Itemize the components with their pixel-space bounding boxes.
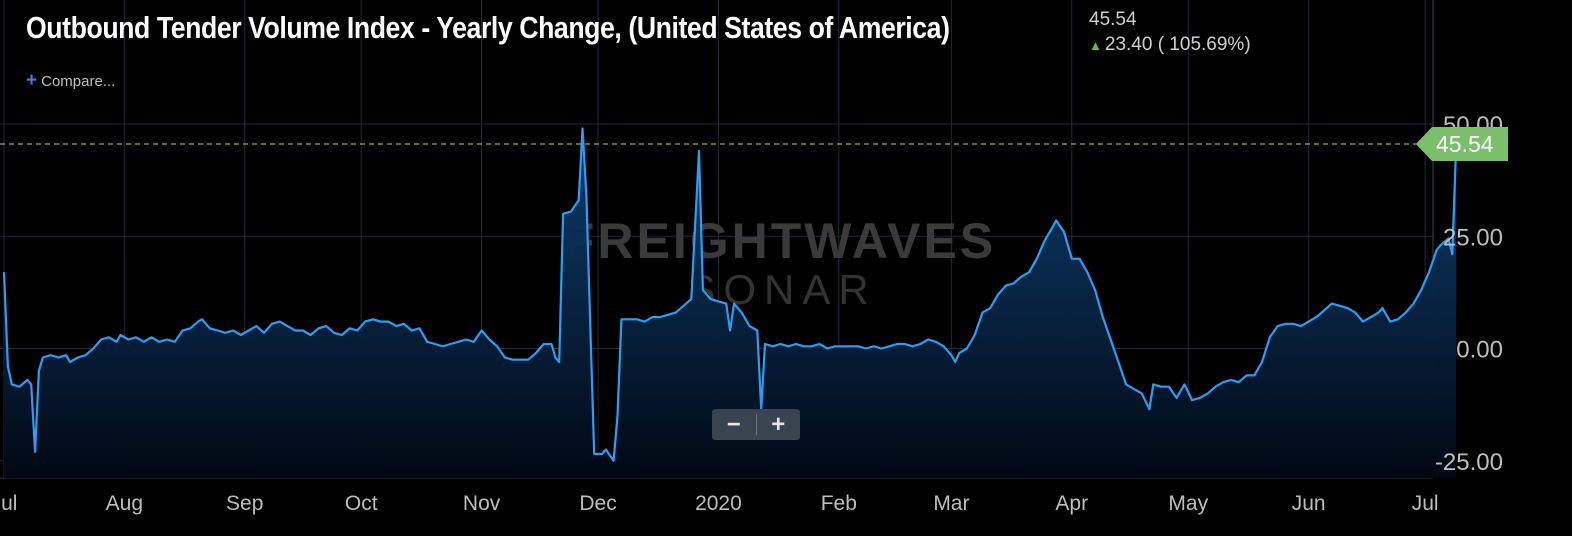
x-tick-label: Mar xyxy=(933,492,969,515)
x-tick-label: Aug xyxy=(106,492,143,515)
x-tick-label: Jun xyxy=(1292,492,1326,515)
x-tick-label: Dec xyxy=(579,492,616,515)
last-value-marker: 45.54 xyxy=(1416,127,1508,162)
compare-label: Compare... xyxy=(41,73,116,90)
y-tick-label: 25.00 xyxy=(1443,224,1503,251)
zoom-in-button[interactable]: + xyxy=(771,411,786,438)
zoom-controls: − + xyxy=(712,409,800,440)
x-tick-label: Apr xyxy=(1055,492,1088,515)
zoom-out-button[interactable]: − xyxy=(726,411,741,438)
change-indicator: ▲ 23.40 ( 105.69%) xyxy=(1089,34,1251,56)
chart-title: Outbound Tender Volume Index - Yearly Ch… xyxy=(26,10,950,45)
last-value: 45.54 xyxy=(1089,9,1137,30)
x-tick-label: Nov xyxy=(463,492,501,515)
x-tick-label: Jul xyxy=(1412,492,1439,515)
x-tick-label: May xyxy=(1168,492,1208,515)
x-tick-label: Oct xyxy=(345,492,378,515)
x-axis: Jul Aug Sep Oct Nov Dec 2020 Feb Mar Apr May Jun Jul xyxy=(0,492,1439,515)
plus-icon: + xyxy=(26,70,38,91)
y-tick-label: 0.00 xyxy=(1456,337,1503,364)
series-line xyxy=(2,127,1458,462)
up-arrow-icon: ▲ xyxy=(1089,38,1102,53)
series-area-fill xyxy=(4,128,1457,478)
x-tick-label: Sep xyxy=(226,492,263,515)
freightwaves-sonar-watermark: FREIGHTWAVES SONAR xyxy=(564,213,996,313)
x-tick-label: 2020 xyxy=(695,492,742,515)
compare-button[interactable]: + Compare... xyxy=(26,70,115,92)
x-tick-label: Jul xyxy=(0,492,17,515)
change-text: 23.40 ( 105.69%) xyxy=(1104,34,1251,55)
watermark-line1: FREIGHTWAVES xyxy=(564,213,996,269)
last-value-marker-shape xyxy=(1416,127,1508,162)
zoom-separator xyxy=(755,414,757,435)
x-tick-label: Feb xyxy=(821,492,857,515)
y-tick-label: -25.00 xyxy=(1435,449,1503,476)
last-value-marker-label: 45.54 xyxy=(1436,131,1494,157)
